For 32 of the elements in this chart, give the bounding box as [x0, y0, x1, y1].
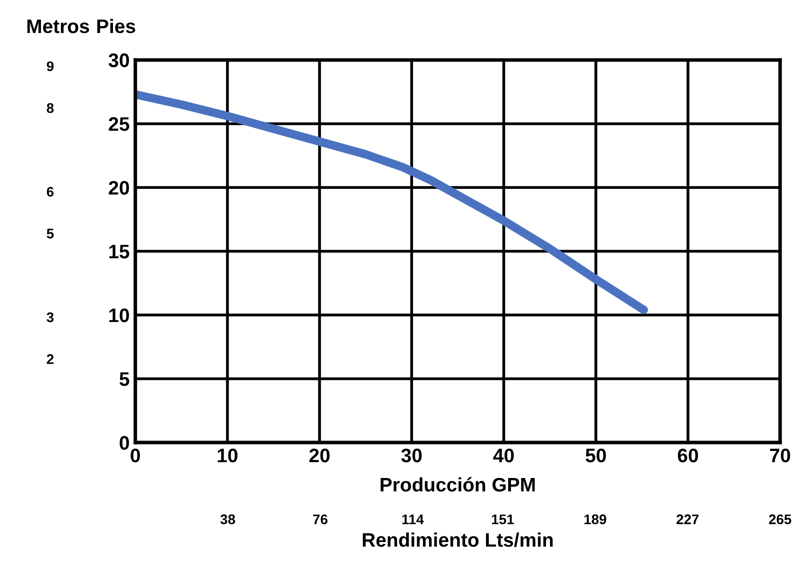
x2-tick-label: 265 [768, 514, 792, 524]
y2-tick-label: 8 [46, 103, 54, 113]
y-tick-label: 15 [109, 244, 130, 258]
x-tick-label: 40 [493, 448, 514, 462]
x2-tick-label: 189 [584, 514, 606, 524]
x-tick-label: 60 [678, 448, 698, 462]
y-axis-title: Pies [97, 18, 136, 34]
y2-tick-label: 6 [46, 186, 54, 197]
x2-tick-label: 38 [220, 514, 236, 524]
x-tick-label: 20 [309, 448, 330, 462]
y2-tick-label: 3 [46, 312, 54, 322]
y2-axis-title: Metros [27, 20, 90, 34]
x-tick-label: 50 [586, 448, 606, 462]
x2-tick-label: 76 [313, 514, 328, 524]
x2-tick-label: 151 [492, 514, 514, 524]
y-tick-label: 30 [108, 53, 129, 68]
y2-tick-label: 2 [46, 354, 54, 364]
x-tick-label: 0 [130, 448, 140, 462]
x-tick-label: 30 [401, 448, 422, 462]
y-tick-label: 20 [108, 180, 129, 195]
x2-tick-label: 114 [402, 514, 424, 524]
y-tick-label: 0 [120, 436, 129, 450]
x-axis-title: Producción GPM [380, 477, 535, 492]
y-tick-label: 5 [120, 372, 130, 386]
x2-tick-label: 227 [676, 514, 699, 524]
y2-tick-label: 9 [46, 61, 54, 72]
x-tick-label: 70 [770, 448, 790, 462]
x-tick-label: 10 [218, 448, 238, 462]
x2-axis-title: Rendimiento Lts/min [362, 532, 553, 548]
y-tick-label: 25 [108, 117, 130, 131]
y-tick-label: 10 [109, 308, 129, 322]
y2-tick-label: 5 [46, 228, 54, 238]
